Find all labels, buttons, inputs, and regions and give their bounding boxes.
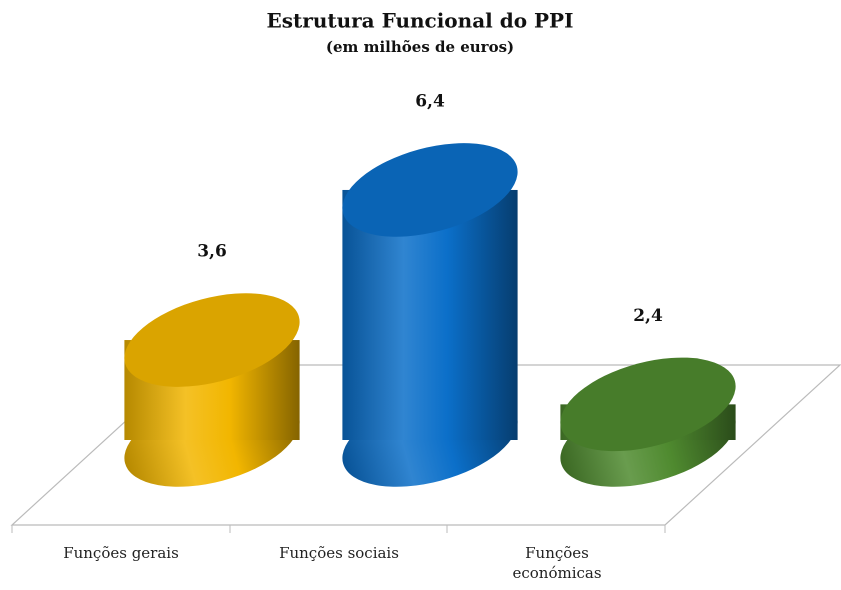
x-tick-label: Funções sociais [279,544,399,562]
cylinder [342,143,518,487]
cylinder [560,357,736,487]
chart-subtitle: (em milhões de euros) [326,38,514,56]
cylinder-top [124,293,300,387]
data-label: 6,4 [415,91,445,111]
x-tick-label: Funções económicas [512,544,602,582]
data-label: 3,6 [197,242,227,262]
cylinder-top [560,357,736,452]
data-label: 2,4 [633,306,663,326]
chart-title: Estrutura Funcional do PPI [267,9,574,33]
cylinder [124,293,300,487]
x-tick-label: Funções gerais [63,544,179,562]
cylinder-top [342,143,518,237]
